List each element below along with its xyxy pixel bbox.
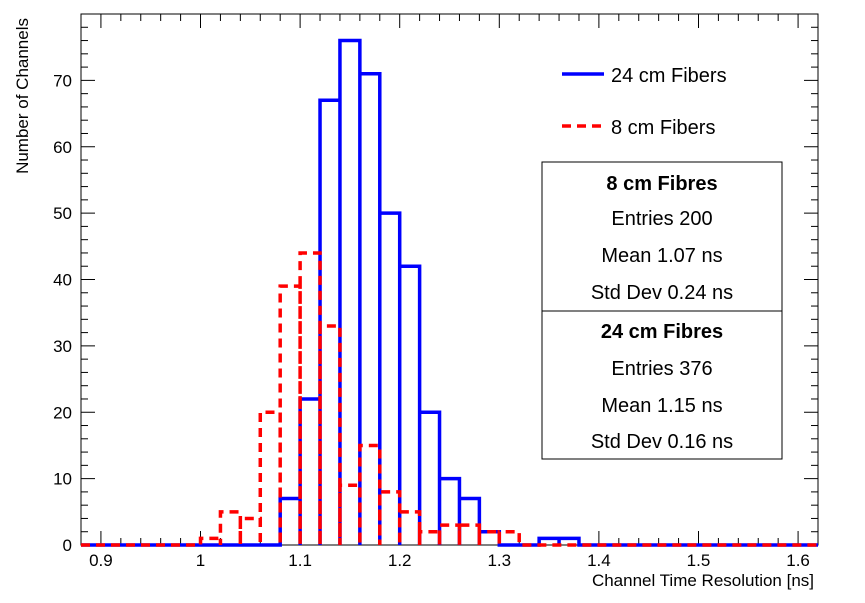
x-tick-label: 1 xyxy=(196,551,205,570)
y-tick-label: 0 xyxy=(63,536,72,555)
x-tick-label: 0.9 xyxy=(89,551,113,570)
x-tick-label: 1.2 xyxy=(388,551,412,570)
y-axis-title: Number of Channels xyxy=(13,18,32,174)
stats-24cm-std: Std Dev 0.16 ns xyxy=(591,431,733,453)
stats-8cm-std: Std Dev 0.24 ns xyxy=(591,282,733,304)
y-tick-label: 60 xyxy=(53,138,72,157)
stats-24cm-mean: Mean 1.15 ns xyxy=(601,395,722,417)
y-tick-label: 40 xyxy=(53,271,72,290)
legend-label-24cm: 24 cm Fibers xyxy=(611,65,727,87)
stats-8cm-entries: Entries 200 xyxy=(611,208,712,230)
axis-tick-labels: 0.9 1 1.1 1.2 1.3 1.4 1.5 1.6 0 10 20 30 40 50 60 70 xyxy=(53,71,810,570)
y-tick-label: 30 xyxy=(53,337,72,356)
x-tick-label: 1.4 xyxy=(587,551,611,570)
y-tick-label: 10 xyxy=(53,470,72,489)
y-tick-label: 20 xyxy=(53,403,72,422)
x-tick-label: 1.5 xyxy=(687,551,711,570)
stats-24cm-title: 24 cm Fibres xyxy=(601,321,723,343)
x-tick-label: 1.3 xyxy=(487,551,511,570)
x-tick-label: 1.1 xyxy=(288,551,312,570)
legend: 24 cm Fibers 8 cm Fibers xyxy=(562,65,727,139)
y-tick-label: 70 xyxy=(53,71,72,90)
x-axis-title: Channel Time Resolution [ns] xyxy=(592,571,814,590)
stats-box: 8 cm Fibres Entries 200 Mean 1.07 ns Std… xyxy=(541,161,783,460)
y-tick-label: 50 xyxy=(53,204,72,223)
stats-8cm-mean: Mean 1.07 ns xyxy=(601,245,722,267)
axis-ticks xyxy=(80,14,819,546)
x-tick-label: 1.6 xyxy=(786,551,810,570)
stats-24cm-entries: Entries 376 xyxy=(611,358,712,380)
legend-label-8cm: 8 cm Fibers xyxy=(611,117,715,139)
stats-8cm-title: 8 cm Fibres xyxy=(606,173,717,195)
series-8cm-fibers xyxy=(81,251,818,547)
series-24cm-fibers xyxy=(81,38,818,547)
